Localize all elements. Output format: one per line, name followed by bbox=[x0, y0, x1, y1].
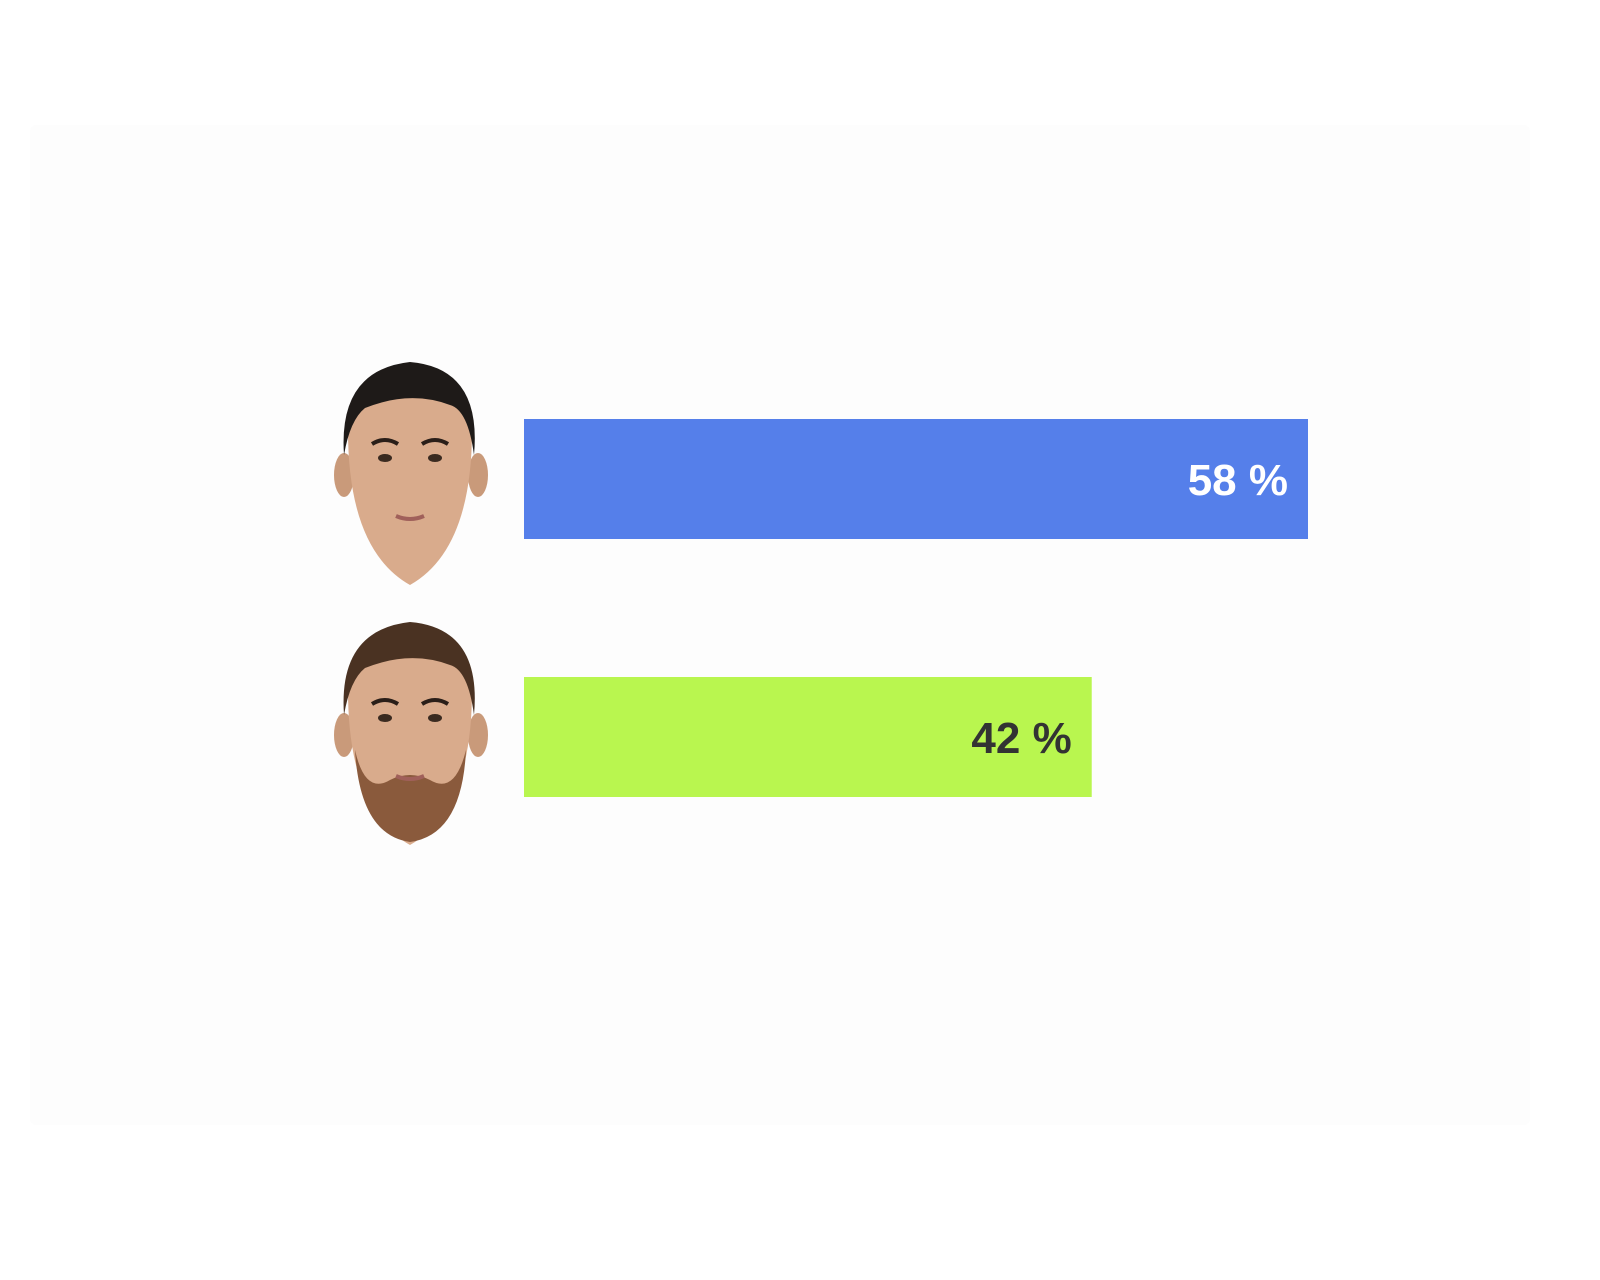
hair bbox=[343, 362, 475, 455]
face-shape bbox=[348, 378, 472, 585]
bar-data-label: 42 % bbox=[971, 714, 1071, 763]
mouth bbox=[395, 774, 425, 781]
bar-1 bbox=[524, 419, 1308, 539]
hair bbox=[343, 622, 475, 715]
eye-right bbox=[428, 714, 442, 722]
eyebrows bbox=[370, 698, 450, 706]
bar-2 bbox=[524, 677, 1092, 797]
mouth bbox=[395, 514, 425, 521]
bar-data-label: 58 % bbox=[1188, 456, 1288, 505]
eye-left bbox=[378, 454, 392, 462]
ear-right bbox=[468, 713, 488, 757]
ear-left bbox=[334, 453, 354, 497]
eye-right bbox=[428, 454, 442, 462]
eye-left bbox=[378, 714, 392, 722]
player-portrait-1 bbox=[334, 362, 488, 585]
player-portrait-2 bbox=[334, 622, 488, 845]
beard bbox=[355, 750, 466, 842]
ear-right bbox=[468, 453, 488, 497]
eyebrows bbox=[370, 438, 450, 446]
chart-panel bbox=[30, 125, 1530, 1125]
ear-left bbox=[334, 713, 354, 757]
